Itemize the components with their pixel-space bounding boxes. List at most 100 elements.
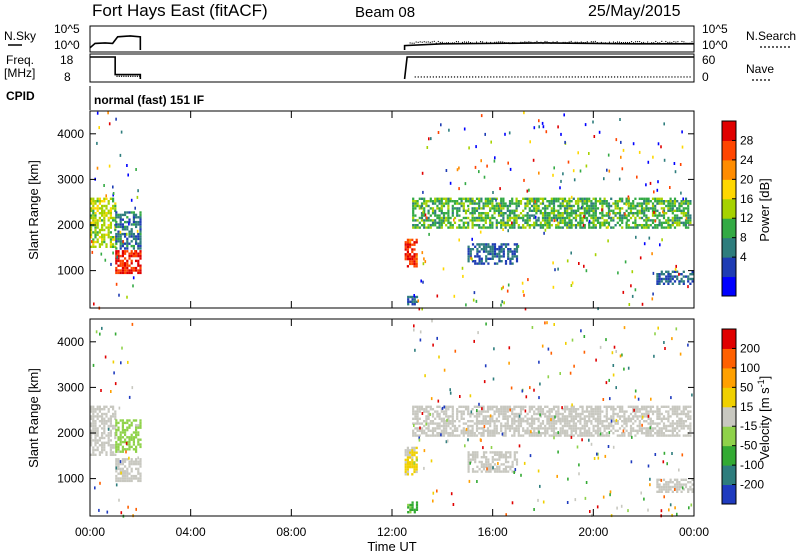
heatmap-cell bbox=[515, 451, 519, 454]
heatmap-speck bbox=[542, 125, 545, 129]
heatmap-cell bbox=[568, 434, 571, 437]
heatmap-cell bbox=[462, 204, 465, 208]
heatmap-cell bbox=[566, 226, 569, 229]
heatmap-cell bbox=[451, 212, 454, 215]
heatmap-cell bbox=[423, 197, 426, 200]
heatmap-cell bbox=[121, 421, 124, 425]
heatmap-cell bbox=[458, 219, 461, 222]
heatmap-speck bbox=[592, 120, 594, 124]
nsearch-point bbox=[574, 41, 576, 43]
heatmap-speck bbox=[463, 127, 466, 131]
heatmap-speck bbox=[572, 169, 575, 173]
heatmap-cell bbox=[570, 420, 573, 423]
heatmap-speck bbox=[585, 481, 588, 484]
colorbar-segment bbox=[722, 387, 736, 408]
heatmap-speck bbox=[419, 330, 422, 334]
heatmap-speck bbox=[130, 198, 133, 202]
heatmap-cell bbox=[498, 465, 501, 468]
heatmap-cell bbox=[493, 470, 497, 473]
x-tick-label: 00:00 bbox=[75, 525, 105, 539]
heatmap-cell bbox=[601, 424, 604, 428]
heatmap-cell bbox=[451, 434, 454, 437]
heatmap-cell bbox=[447, 209, 450, 212]
heatmap-cell bbox=[632, 214, 635, 217]
heatmap-cell bbox=[572, 420, 575, 423]
heatmap-speck bbox=[557, 125, 559, 129]
heatmap-cell bbox=[471, 451, 475, 454]
heatmap-cell bbox=[92, 427, 95, 430]
heatmap-speck bbox=[585, 269, 588, 273]
heatmap-cell bbox=[478, 468, 481, 471]
nave-label: Nave bbox=[746, 62, 774, 76]
heatmap-cell bbox=[473, 202, 476, 205]
heatmap-cell bbox=[117, 225, 120, 229]
heatmap-cell bbox=[533, 417, 536, 420]
heatmap-speck bbox=[458, 166, 460, 170]
heatmap-cell bbox=[119, 479, 122, 483]
heatmap-cell bbox=[515, 248, 519, 251]
heatmap-cell bbox=[124, 252, 127, 255]
heatmap-cell bbox=[98, 410, 101, 413]
colorbar-segment bbox=[722, 348, 736, 369]
heatmap-cell bbox=[656, 429, 659, 432]
heatmap-cell bbox=[678, 224, 681, 227]
heatmap-cell bbox=[662, 282, 666, 285]
heatmap-speck bbox=[597, 452, 599, 456]
heatmap-cell bbox=[485, 243, 488, 246]
heatmap-cell bbox=[513, 427, 516, 430]
nsearch-point bbox=[488, 42, 490, 44]
heatmap-speck bbox=[620, 504, 623, 508]
heatmap-cell bbox=[491, 250, 494, 253]
heatmap-cell bbox=[418, 434, 421, 437]
heatmap-speck bbox=[671, 337, 673, 341]
heatmap-cell bbox=[676, 408, 679, 411]
heatmap-speck bbox=[468, 479, 471, 483]
heatmap-cell bbox=[548, 412, 551, 416]
heatmap-cell bbox=[451, 417, 454, 420]
heatmap-cell bbox=[667, 412, 670, 416]
heatmap-cell bbox=[634, 207, 637, 210]
heatmap-cell bbox=[434, 221, 437, 224]
heatmap-cell bbox=[101, 204, 104, 208]
heatmap-cell bbox=[607, 212, 611, 215]
heatmap-cell bbox=[502, 212, 505, 215]
heatmap-speck bbox=[604, 454, 607, 458]
heatmap-cell bbox=[504, 453, 508, 456]
heatmap-cell bbox=[535, 427, 538, 430]
heatmap-cell bbox=[682, 427, 685, 430]
heatmap-cell bbox=[135, 477, 138, 480]
heatmap-cell bbox=[649, 417, 652, 420]
heatmap-speck bbox=[666, 462, 668, 466]
heatmap-cell bbox=[590, 204, 593, 208]
heatmap-cell bbox=[473, 207, 476, 210]
heatmap-cell bbox=[507, 243, 510, 246]
heatmap-cell bbox=[623, 216, 626, 220]
heatmap-cell bbox=[610, 219, 613, 222]
heatmap-cell bbox=[409, 257, 412, 261]
heatmap-cell bbox=[592, 204, 595, 208]
heatmap-speck bbox=[645, 218, 648, 222]
heatmap-cell bbox=[530, 224, 534, 227]
heatmap-cell bbox=[640, 204, 644, 208]
heatmap-cell bbox=[119, 433, 122, 437]
heatmap-cell bbox=[92, 200, 95, 203]
heatmap-cell bbox=[511, 417, 514, 420]
heatmap-cell bbox=[447, 434, 450, 437]
heatmap-cell bbox=[486, 422, 490, 425]
heatmap-speck bbox=[630, 460, 633, 464]
heatmap-cell bbox=[513, 422, 516, 425]
heatmap-cell bbox=[434, 410, 437, 413]
heatmap-speck bbox=[484, 364, 487, 368]
heatmap-cell bbox=[537, 209, 540, 212]
heatmap-cell bbox=[607, 405, 611, 408]
heatmap-cell bbox=[502, 463, 505, 466]
heatmap-cell bbox=[126, 474, 129, 478]
nsearch-point bbox=[516, 42, 518, 44]
heatmap-cell bbox=[568, 226, 571, 229]
heatmap-cell bbox=[128, 465, 131, 468]
heatmap-cell bbox=[135, 235, 138, 238]
heatmap-cell bbox=[413, 465, 416, 469]
heatmap-cell bbox=[427, 412, 430, 416]
heatmap-cell bbox=[596, 432, 600, 435]
heatmap-cell bbox=[656, 408, 659, 411]
